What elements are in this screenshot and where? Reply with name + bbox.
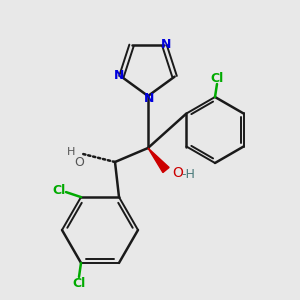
Text: O: O: [74, 155, 84, 169]
Text: Cl: Cl: [52, 184, 66, 196]
Text: Cl: Cl: [72, 278, 86, 290]
Text: O: O: [172, 166, 183, 180]
Text: H: H: [67, 147, 75, 157]
Text: N: N: [114, 69, 124, 82]
Text: Cl: Cl: [210, 71, 224, 85]
Text: -H: -H: [181, 167, 195, 181]
Text: N: N: [144, 92, 154, 106]
Polygon shape: [148, 148, 169, 172]
Text: N: N: [161, 38, 172, 51]
